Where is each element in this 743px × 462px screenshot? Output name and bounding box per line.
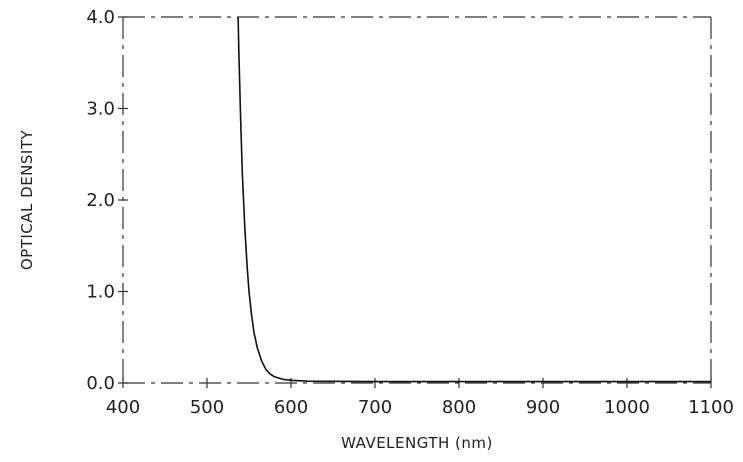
series-layer [237,16,711,383]
x-tick-label-800: 800 [442,397,476,418]
x-tick-label-700: 700 [358,397,392,418]
tick-labels: 400 500 600 700 800 900 1000 1100 0.0 1.0 2.0 3.0 4.… [86,7,734,418]
axis-ticks [118,16,712,388]
x-tick-label-400: 400 [106,397,140,418]
y-tick-label-0.0: 0.0 [86,373,115,394]
y-tick-label-1.0: 1.0 [86,282,115,303]
series-line-0 [237,16,711,383]
x-tick-label-1100: 1100 [688,397,734,418]
x-tick-label-900: 900 [526,397,560,418]
x-tick-label-1000: 1000 [604,397,650,418]
y-tick-label-4.0: 4.0 [86,7,115,28]
y-tick-label-3.0: 3.0 [86,99,115,120]
y-tick-label-2.0: 2.0 [86,190,115,211]
x-tick-label-500: 500 [190,397,224,418]
y-axis-label: OPTICAL DENSITY [18,130,36,271]
x-axis-label: WAVELENGTH (nm) [341,434,493,452]
plot-frame [122,16,712,384]
x-tick-label-600: 600 [274,397,308,418]
